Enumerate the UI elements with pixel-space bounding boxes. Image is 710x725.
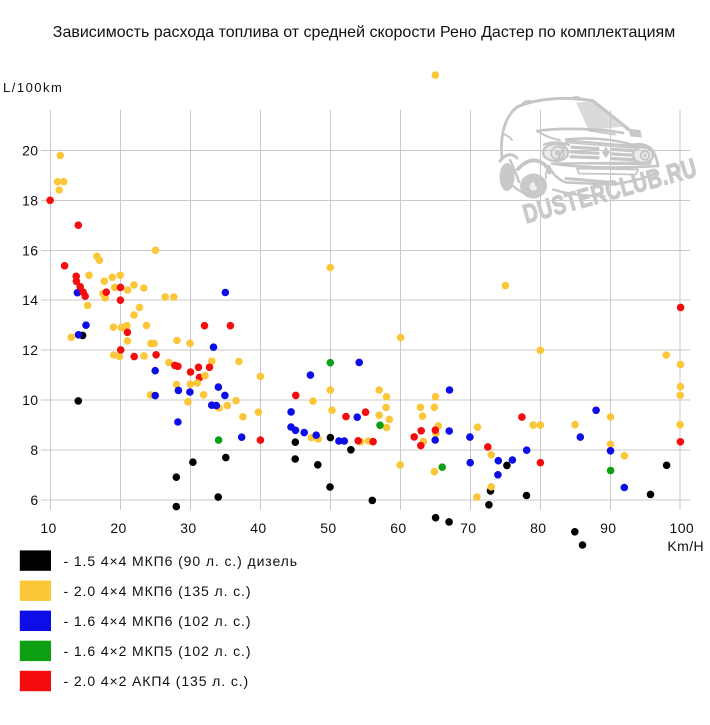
svg-text:Зависимость расхода топлива от: Зависимость расхода топлива от средней с…	[53, 24, 675, 41]
svg-text:20: 20	[22, 143, 38, 159]
svg-text:14: 14	[22, 292, 38, 308]
svg-text:- 1.5 4×4 МКП6 (90 л. с.) дизе: - 1.5 4×4 МКП6 (90 л. с.) дизель	[64, 553, 298, 569]
svg-text:- 1.6 4×4 МКП6 (102 л. с.): - 1.6 4×4 МКП6 (102 л. с.)	[64, 613, 252, 629]
svg-text:- 2.0 4×2 АКП4 (135 л. с.): - 2.0 4×2 АКП4 (135 л. с.)	[64, 673, 250, 689]
svg-text:6: 6	[30, 492, 38, 508]
svg-text:60: 60	[390, 520, 406, 536]
svg-text:100: 100	[670, 520, 695, 536]
svg-text:40: 40	[250, 520, 266, 536]
svg-text:30: 30	[180, 520, 196, 536]
svg-text:8: 8	[30, 442, 38, 458]
svg-text:18: 18	[22, 192, 38, 208]
svg-text:16: 16	[22, 242, 38, 258]
svg-text:50: 50	[320, 520, 336, 536]
svg-text:- 2.0 4×4 МКП6 (135 л. с.): - 2.0 4×4 МКП6 (135 л. с.)	[64, 583, 252, 599]
svg-text:90: 90	[600, 520, 616, 536]
svg-text:12: 12	[22, 342, 38, 358]
svg-text:L/100km: L/100km	[3, 80, 63, 95]
svg-text:- 1.6 4×2 МКП5 (102 л. с.): - 1.6 4×2 МКП5 (102 л. с.)	[64, 643, 252, 659]
svg-text:20: 20	[110, 520, 126, 536]
svg-text:10: 10	[22, 392, 38, 408]
svg-text:70: 70	[460, 520, 476, 536]
svg-text:Km/H: Km/H	[667, 538, 704, 554]
svg-text:80: 80	[530, 520, 546, 536]
svg-text:10: 10	[40, 520, 56, 536]
